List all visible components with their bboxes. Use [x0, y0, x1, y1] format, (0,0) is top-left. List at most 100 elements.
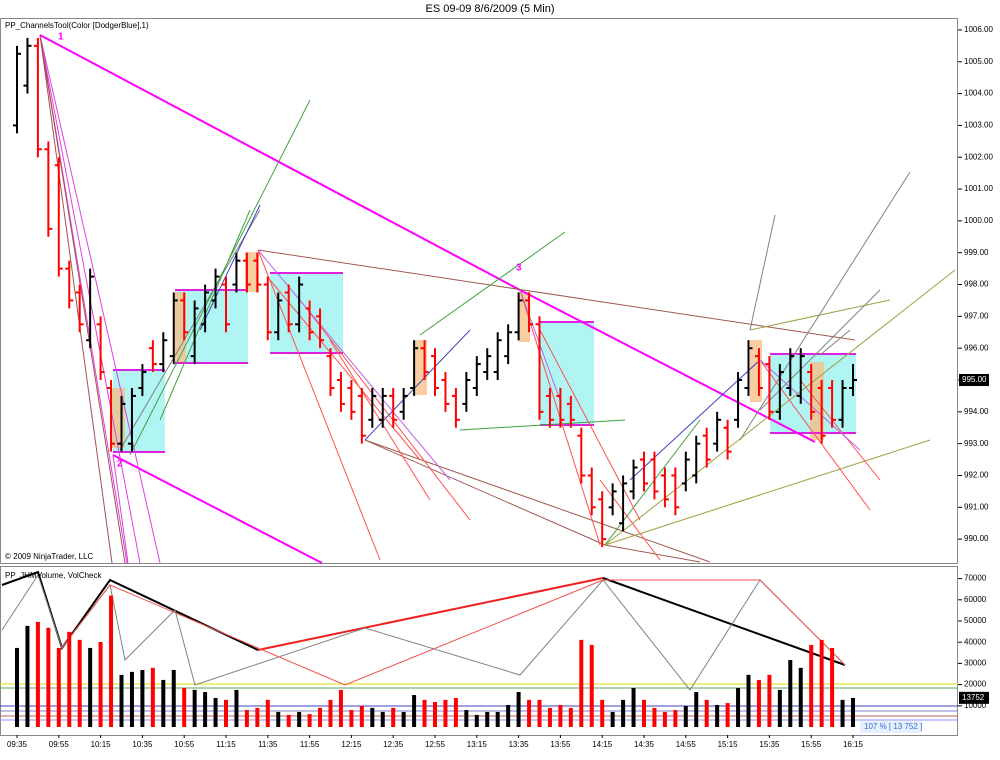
last-price-label: 995.00: [962, 375, 987, 384]
volume-bar: [98, 641, 103, 727]
volume-bar: [171, 669, 176, 727]
price-panel: [0, 18, 958, 564]
y-tick-label: 20000: [964, 680, 987, 689]
x-tick-label: 10:35: [132, 740, 153, 749]
y-tick-label: 994.00: [964, 407, 989, 416]
x-tick-label: 15:35: [759, 740, 780, 749]
volume-bar: [234, 689, 239, 727]
volume-panel: [0, 566, 958, 736]
y-tick-label: 1006.00: [964, 25, 993, 34]
volume-bar: [621, 699, 626, 727]
volume-bar: [777, 689, 782, 727]
x-tick-label: 12:15: [341, 740, 362, 749]
y-tick-label: 997.00: [964, 311, 989, 320]
pivot-label: 1: [58, 32, 64, 43]
volume-bar: [464, 710, 469, 727]
y-tick-label: 1005.00: [964, 57, 993, 66]
volume-bar: [15, 647, 19, 727]
note-box: [860, 721, 922, 733]
trend-line: [112, 454, 323, 564]
volume-bar: [725, 703, 730, 727]
x-tick-label: 15:55: [801, 740, 822, 749]
volume-bar: [412, 694, 417, 727]
x-tick-label: 15:15: [718, 740, 739, 749]
y-tick-label: 40000: [964, 637, 987, 646]
fan-line: [119, 171, 911, 451]
volume-bar: [433, 701, 437, 727]
volume-bar: [474, 714, 479, 727]
volume-bar: [746, 674, 751, 727]
x-tick-label: 13:15: [467, 740, 488, 749]
volume-bar: [286, 714, 291, 727]
pivot-label: 3: [516, 263, 522, 274]
volume-bar: [453, 697, 458, 727]
volume-bar: [579, 639, 584, 727]
volume-bar: [192, 689, 197, 727]
volume-bar: [600, 699, 605, 727]
x-tick-label: 14:15: [592, 740, 613, 749]
volume-bar: [338, 689, 343, 727]
volume-bar: [265, 699, 270, 727]
y-tick-label: 998.00: [964, 280, 989, 289]
volume-bar: [307, 714, 312, 727]
x-tick-label: 09:35: [7, 740, 28, 749]
x-tick-label: 09:55: [49, 740, 70, 749]
volume-note: 107 % [ 13 752 ]: [864, 722, 922, 731]
volume-bar: [46, 627, 51, 727]
volume-bar: [809, 644, 814, 727]
channel-box: [175, 290, 248, 363]
zigzag: [257, 577, 604, 651]
volume-bar: [798, 667, 803, 727]
volume-bar: [830, 647, 835, 727]
y-tick-label: 70000: [964, 574, 987, 583]
x-tick-label: 14:55: [676, 740, 697, 749]
channel-box: [540, 322, 594, 425]
volume-bar: [182, 687, 187, 727]
x-tick-label: 10:15: [91, 740, 112, 749]
volume-bar: [328, 699, 333, 727]
volume-bar: [67, 631, 72, 727]
y-tick-label: 50000: [964, 616, 987, 625]
volume-bar: [56, 647, 61, 727]
y-tick-label: 1003.00: [964, 121, 993, 130]
x-tick-label: 13:55: [550, 740, 571, 749]
volume-bar: [652, 707, 657, 727]
pivot-label: 2: [117, 459, 123, 470]
volume-bar: [736, 687, 741, 727]
volume-bar: [495, 711, 500, 727]
volume-bar: [642, 699, 646, 727]
y-tick-label: 1001.00: [964, 184, 993, 193]
volume-bar: [119, 674, 124, 727]
volume-bar: [673, 710, 678, 727]
x-tick-label: 14:35: [634, 740, 655, 749]
y-tick-label: 30000: [964, 659, 987, 668]
indicator-label: PP_JHMVolume, VolCheck: [5, 571, 102, 580]
volume-bar: [349, 710, 354, 727]
zigzag: [59, 579, 846, 686]
y-tick-label: 990.00: [964, 534, 989, 543]
volume-bar: [244, 710, 249, 727]
volume-bar: [516, 692, 521, 727]
volume-bar: [401, 711, 406, 727]
volume-bar: [224, 699, 228, 727]
x-tick-label: 11:15: [216, 740, 236, 749]
zigzag: [602, 577, 846, 666]
volume-bar: [443, 699, 448, 727]
y-tick-label: 1004.00: [964, 89, 993, 98]
volume-bar: [203, 692, 208, 727]
y-tick-label: 999.00: [964, 248, 989, 257]
highlight-box: [245, 252, 259, 292]
y-tick-label: 992.00: [964, 471, 989, 480]
volume-bar: [77, 639, 82, 727]
volume-bar: [756, 679, 761, 727]
volume-bar: [610, 711, 615, 727]
volume-bar: [359, 706, 364, 727]
volume-bar: [788, 660, 793, 727]
volume-bar: [297, 711, 302, 727]
volume-bar: [662, 711, 667, 727]
volume-bar: [527, 699, 532, 727]
y-tick-label: 10000: [964, 701, 987, 710]
x-tick-label: 11:35: [258, 740, 278, 749]
volume-bar: [140, 669, 145, 727]
